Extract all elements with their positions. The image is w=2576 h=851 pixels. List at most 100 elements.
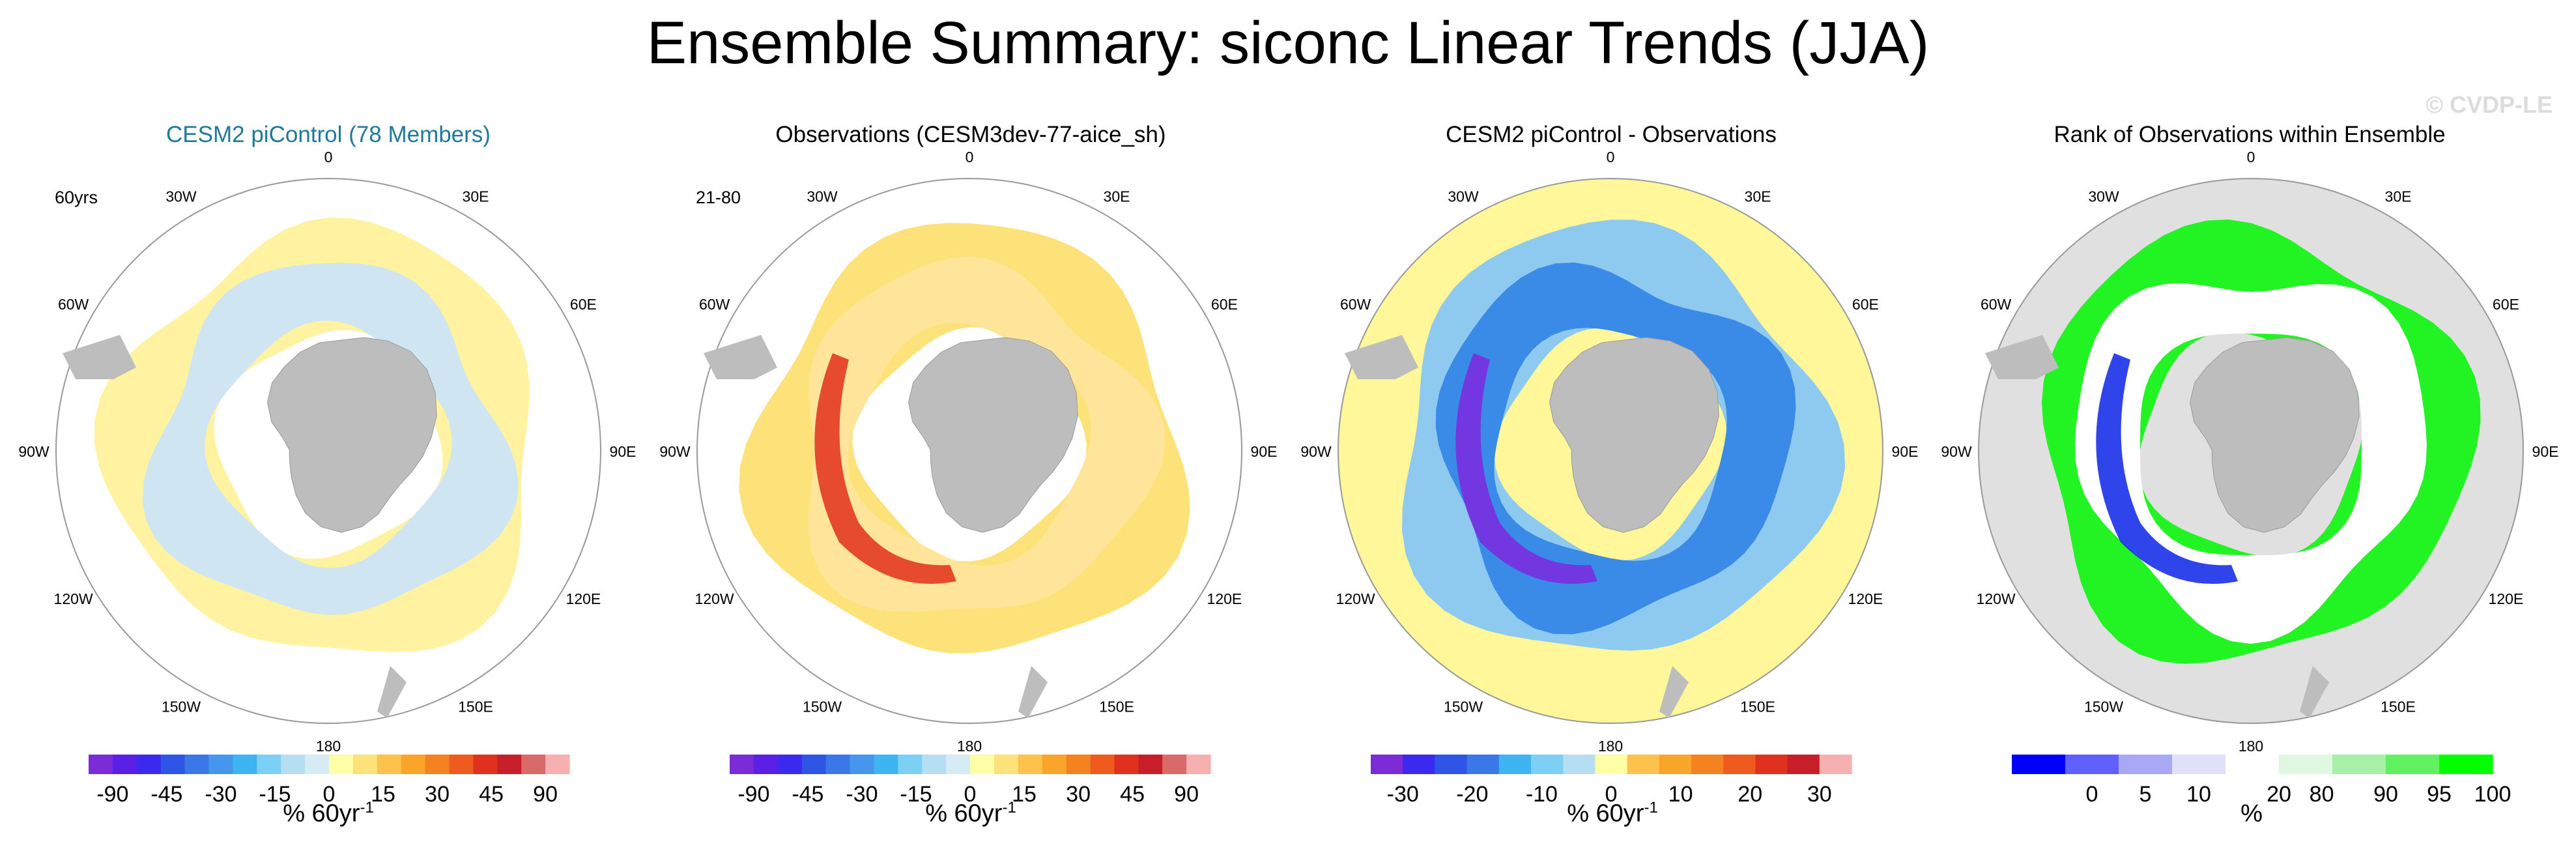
colorbar-tick-label: -15 [900,782,932,807]
colorbar-swatch [777,755,803,774]
panel-3-title: CESM2 piControl - Observations [1446,122,1777,147]
lon-label-60E: 60E [2493,296,2519,313]
colorbar-swatch [730,755,754,774]
colorbar-swatch [2065,755,2119,774]
colorbar-tick-label: 30 [1066,782,1091,807]
colorbar-tick-label: 80 [2310,782,2334,807]
sea-ice-inner [142,263,519,615]
panel-2-corner-label: 21-80 [696,188,741,207]
panel-1-corner-label: 60yrs [55,188,98,207]
lon-label-90W: 90W [1941,443,1972,460]
polar-map-4: 0 30E 60E 90E 120E 150E 180 150W 120W 90W 60W 30W 0 5… [1941,149,2558,807]
colorbar-swatch [1114,755,1139,774]
lon-label-180: 180 [1598,738,1623,755]
antarctica-land [266,337,437,533]
colorbar-tick-label: 0 [964,782,977,807]
colorbar-swatch [1627,755,1660,774]
lon-label-30W: 30W [1448,188,1479,205]
watermark: © CVDP-LE [2426,91,2553,118]
colorbar-swatch [1467,755,1500,774]
lon-label-0: 0 [966,149,974,166]
colorbar-swatch [160,755,186,774]
panel-3-colorbar-units: % 60yr-1 [1567,799,1658,828]
lon-label-30E: 30E [2385,188,2412,205]
polar-map-3: 0 30E 60E 90E 120E 150E 180 150W 120W 90W 60W 30W -3… [1300,149,1918,807]
sea-ice-inner [1435,262,1796,635]
panel-1-colorbar-units: % 60yr-1 [283,799,374,828]
lon-label-30W: 30W [2088,188,2119,205]
colorbar-swatch [1755,755,1788,774]
colorbar-tick-label: 45 [1120,782,1145,807]
colorbar-tick-label: -30 [205,782,236,807]
lon-label-60E: 60E [1211,296,1238,313]
lon-label-180: 180 [316,738,341,755]
colorbar-swatch [521,755,546,774]
colorbar-swatch [425,755,450,774]
lon-label-150W: 150W [1444,698,1483,715]
lon-label-120W: 120W [1336,590,1375,607]
colorbar-swatch [305,755,330,774]
colorbar-swatch [2172,755,2226,774]
lon-label-90W: 90W [18,443,50,460]
lon-label-120W: 120W [54,590,93,607]
new-zealand-land [2300,666,2329,718]
colorbar-swatch [233,755,257,774]
colorbar-swatch [2386,755,2440,774]
colorbar-tick-label: 30 [1807,782,1832,807]
lon-label-30E: 30E [1104,188,1130,205]
colorbar-swatch [2279,755,2333,774]
lon-label-30W: 30W [165,188,197,205]
new-zealand-land [1018,666,1048,718]
south-america-land [63,335,136,379]
lon-label-150W: 150W [2084,698,2123,715]
antarctica-land [908,337,1078,533]
lon-label-120E: 120E [1207,590,1242,607]
new-zealand-land [1659,666,1689,718]
colorbar-swatch [545,755,570,774]
colorbar-swatch [1018,755,1043,774]
colorbar-tick-label: -20 [1456,782,1488,807]
colorbar-swatch [1819,755,1852,774]
colorbar-swatch [922,755,947,774]
colorbar-swatch [1371,755,1403,774]
panel-4-colorbar-units: % [2240,800,2263,828]
south-america-land [704,335,777,379]
colorbar-swatch [208,755,233,774]
colorbar-tick-label: 20 [1738,782,1762,807]
colorbar-tick-label: -45 [150,782,182,807]
colorbar-swatch [874,755,898,774]
colorbar-swatch [2439,755,2493,774]
colorbar-swatch [850,755,874,774]
lon-label-0: 0 [1607,149,1615,166]
lon-label-180: 180 [957,738,982,755]
colorbar-tick-label: 0 [323,782,336,807]
colorbar-tick-label: -45 [792,782,823,807]
south-america-land [1345,335,1418,379]
new-zealand-land [377,666,407,718]
colorbar-swatch [401,755,426,774]
colorbar-swatch [1435,755,1468,774]
lon-label-90E: 90E [610,443,637,460]
panel-2-colorbar-units: % 60yr-1 [925,799,1016,828]
colorbar-swatch [1659,755,1692,774]
colorbar-swatch [1162,755,1187,774]
polar-map-2: 0 30E 60E 90E 120E 150E 180 150W 120W 90W 60W 30W -9… [659,149,1277,807]
colorbar-swatch [281,755,306,774]
colorbar-tick-label: 10 [1668,782,1693,807]
colorbar-swatch [2332,755,2386,774]
lon-label-60W: 60W [1981,296,2012,313]
colorbar-swatch [1403,755,1435,774]
antarctica-land [1549,337,1719,533]
colorbar-swatch [946,755,971,774]
lon-label-0: 0 [2247,149,2255,166]
colorbar-swatch [497,755,522,774]
lon-label-90E: 90E [1251,443,1278,460]
colorbar-swatch [89,755,113,774]
lon-label-120E: 120E [1848,590,1883,607]
colorbar-tick-label: -30 [846,782,878,807]
colorbar-swatch [753,755,779,774]
lon-label-120W: 120W [1977,590,2016,607]
colorbar-swatch [801,755,827,774]
colorbar-tick-label: -90 [96,782,128,807]
colorbar-tick-label: 90 [1174,782,1199,807]
